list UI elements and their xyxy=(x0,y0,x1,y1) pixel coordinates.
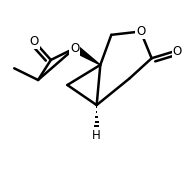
Text: O: O xyxy=(136,25,145,38)
Polygon shape xyxy=(72,45,100,65)
Text: H: H xyxy=(92,129,101,142)
Text: O: O xyxy=(30,35,39,48)
Text: O: O xyxy=(70,42,79,55)
Text: O: O xyxy=(173,45,182,58)
